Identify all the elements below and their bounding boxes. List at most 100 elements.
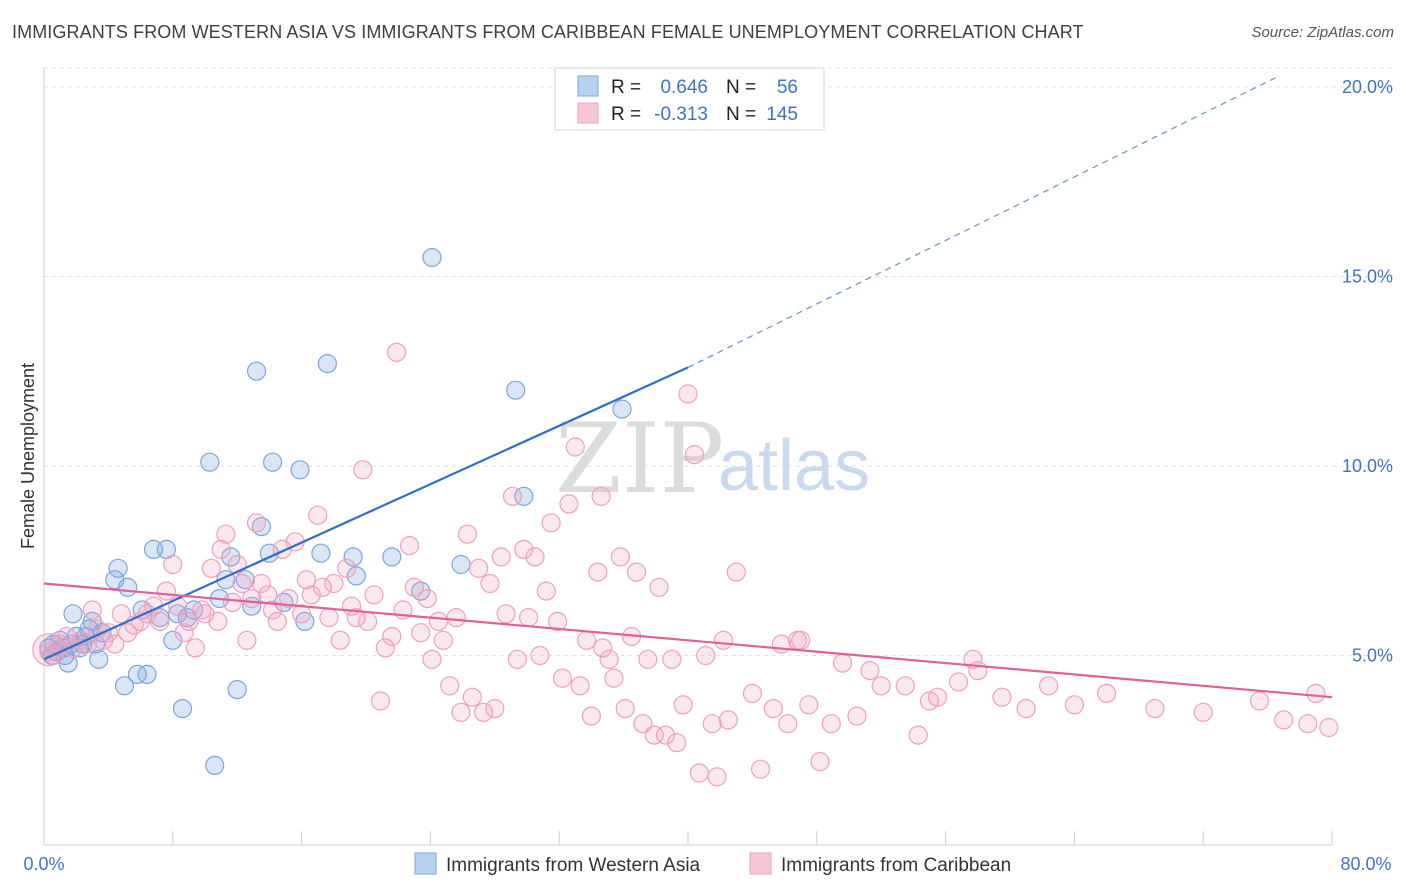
bottom-legend: Immigrants from Western Asia Immigrants … bbox=[414, 852, 1011, 876]
point-western-asia-34 bbox=[200, 452, 220, 472]
point-western-asia-35 bbox=[205, 755, 225, 776]
legend-n-value-0: 56 bbox=[777, 77, 798, 98]
point-caribbean-133 bbox=[895, 676, 915, 696]
point-caribbean-146 bbox=[1274, 710, 1294, 730]
point-western-asia-17 bbox=[89, 649, 109, 669]
chart-source: Source: ZipAtlas.com bbox=[1251, 24, 1394, 41]
y-tick-label-2: 15.0% bbox=[1342, 266, 1393, 286]
point-caribbean-96 bbox=[588, 562, 608, 582]
point-caribbean-82 bbox=[507, 649, 527, 669]
point-western-asia-21 bbox=[114, 676, 135, 696]
point-western-asia-59 bbox=[612, 399, 632, 419]
point-caribbean-152 bbox=[591, 486, 611, 506]
point-caribbean-101 bbox=[615, 698, 635, 719]
point-caribbean-54 bbox=[346, 607, 366, 628]
point-western-asia-57 bbox=[506, 380, 526, 400]
bottom-legend-swatch-caribbean bbox=[749, 852, 772, 875]
point-caribbean-132 bbox=[871, 676, 891, 696]
legend-n-label-1: N = bbox=[726, 104, 756, 125]
point-caribbean-130 bbox=[847, 706, 867, 726]
point-caribbean-12 bbox=[111, 604, 131, 624]
point-caribbean-52 bbox=[337, 558, 357, 578]
point-caribbean-129 bbox=[832, 653, 853, 673]
x-tick-min: 0.0% bbox=[23, 854, 64, 874]
point-caribbean-106 bbox=[644, 725, 664, 745]
point-caribbean-148 bbox=[1306, 683, 1326, 704]
point-caribbean-145 bbox=[1249, 691, 1270, 711]
point-caribbean-19 bbox=[156, 581, 176, 601]
point-caribbean-30 bbox=[216, 524, 236, 544]
point-caribbean-109 bbox=[662, 649, 682, 669]
point-caribbean-56 bbox=[358, 611, 378, 632]
point-western-asia-52 bbox=[346, 566, 366, 586]
point-caribbean-61 bbox=[387, 342, 407, 362]
point-caribbean-119 bbox=[718, 710, 738, 730]
point-western-asia-33 bbox=[184, 600, 204, 620]
point-caribbean-138 bbox=[992, 687, 1012, 707]
point-caribbean-31 bbox=[222, 592, 242, 613]
point-caribbean-40 bbox=[267, 611, 287, 632]
point-caribbean-139 bbox=[1016, 698, 1036, 719]
point-caribbean-60 bbox=[382, 626, 402, 647]
point-caribbean-92 bbox=[565, 437, 585, 457]
point-caribbean-120 bbox=[726, 562, 746, 582]
point-caribbean-126 bbox=[799, 695, 819, 715]
point-caribbean-98 bbox=[599, 649, 619, 669]
point-caribbean-70 bbox=[440, 676, 460, 696]
point-caribbean-124 bbox=[778, 714, 798, 734]
point-western-asia-31 bbox=[172, 698, 193, 719]
point-western-asia-40 bbox=[235, 570, 255, 590]
point-caribbean-89 bbox=[547, 611, 568, 632]
point-caribbean-75 bbox=[469, 558, 489, 578]
point-caribbean-116 bbox=[702, 714, 722, 734]
point-caribbean-63 bbox=[399, 535, 420, 556]
bottom-legend-label-caribbean: Immigrants from Caribbean bbox=[781, 855, 1011, 876]
point-caribbean-34 bbox=[237, 630, 257, 650]
point-caribbean-100 bbox=[610, 547, 631, 567]
point-caribbean-7 bbox=[82, 600, 102, 620]
point-caribbean-48 bbox=[312, 577, 333, 597]
point-western-asia-47 bbox=[290, 460, 310, 480]
point-caribbean-107 bbox=[649, 577, 669, 597]
point-caribbean-20 bbox=[163, 554, 183, 575]
point-caribbean-108 bbox=[655, 725, 676, 745]
point-caribbean-51 bbox=[330, 630, 350, 650]
point-western-asia-29 bbox=[163, 630, 183, 650]
point-caribbean-58 bbox=[370, 691, 391, 711]
point-caribbean-91 bbox=[559, 494, 579, 514]
point-caribbean-104 bbox=[633, 714, 653, 734]
point-western-asia-50 bbox=[317, 354, 337, 374]
point-caribbean-95 bbox=[581, 706, 602, 726]
point-western-asia-55 bbox=[422, 247, 442, 268]
point-western-asia-53 bbox=[382, 547, 402, 567]
legend-r-label-1: R = bbox=[611, 104, 641, 125]
legend-r-value-1: -0.313 bbox=[654, 104, 708, 125]
point-caribbean-97 bbox=[593, 638, 613, 658]
point-caribbean-83 bbox=[514, 539, 534, 560]
trend-western-asia-extension bbox=[687, 75, 1281, 368]
point-caribbean-77 bbox=[480, 573, 500, 594]
legend-r-value-0: 0.646 bbox=[660, 77, 708, 98]
point-caribbean-117 bbox=[707, 767, 727, 787]
point-caribbean-131 bbox=[860, 660, 880, 681]
point-western-asia-56 bbox=[451, 554, 471, 575]
point-caribbean-71 bbox=[446, 607, 466, 628]
watermark-zip: ZIP bbox=[555, 403, 724, 515]
bottom-legend-label-western-asia: Immigrants from Western Asia bbox=[446, 855, 701, 876]
point-caribbean-23 bbox=[179, 611, 199, 632]
point-caribbean-111 bbox=[673, 695, 693, 715]
point-caribbean-121 bbox=[742, 683, 763, 704]
point-western-asia-58 bbox=[514, 486, 534, 506]
point-caribbean-122 bbox=[750, 759, 771, 779]
y-tick-label-3: 20.0% bbox=[1342, 77, 1393, 97]
y-axis-ticks: 5.0% 10.0% 15.0% 20.0% bbox=[1342, 77, 1393, 666]
point-caribbean-93 bbox=[570, 676, 590, 696]
point-caribbean-151 bbox=[791, 630, 811, 650]
point-caribbean-88 bbox=[541, 513, 561, 533]
point-caribbean-87 bbox=[536, 581, 556, 601]
legend-r-label-0: R = bbox=[611, 77, 641, 98]
point-caribbean-69 bbox=[433, 630, 453, 650]
point-caribbean-50 bbox=[324, 573, 344, 594]
point-caribbean-28 bbox=[208, 611, 228, 632]
point-western-asia-39 bbox=[227, 679, 247, 700]
